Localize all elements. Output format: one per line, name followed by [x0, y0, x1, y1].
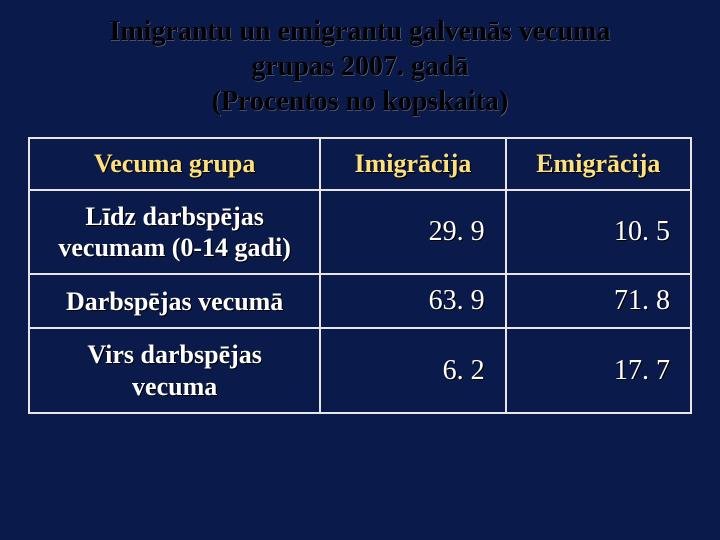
age-group-table: Vecuma grupa Imigrācija Emigrācija Līdz …	[28, 137, 692, 414]
slide: Imigrantu un emigrantu galvenās vecuma g…	[0, 0, 720, 540]
row-immigration-value: 63. 9	[320, 274, 505, 328]
row-emigration-value: 10. 5	[506, 190, 691, 274]
table-header-row: Vecuma grupa Imigrācija Emigrācija	[29, 138, 691, 190]
table-row: Virs darbspējas vecuma 6. 2 17. 7	[29, 328, 691, 412]
table-row: Darbspējas vecumā 63. 9 71. 8	[29, 274, 691, 328]
row-immigration-value: 29. 9	[320, 190, 505, 274]
col-header-immigration: Imigrācija	[320, 138, 505, 190]
slide-title: Imigrantu un emigrantu galvenās vecuma g…	[28, 14, 692, 119]
row-emigration-value: 17. 7	[506, 328, 691, 412]
row-emigration-value: 71. 8	[506, 274, 691, 328]
row-label: Līdz darbspējas vecumam (0-14 gadi)	[29, 190, 320, 274]
row-label: Virs darbspējas vecuma	[29, 328, 320, 412]
col-header-emigration: Emigrācija	[506, 138, 691, 190]
title-line-1: Imigrantu un emigrantu galvenās vecuma	[110, 16, 611, 47]
col-header-age-group: Vecuma grupa	[29, 138, 320, 190]
title-line-3: (Procentos no kopskaita)	[212, 86, 509, 117]
row-immigration-value: 6. 2	[320, 328, 505, 412]
table-row: Līdz darbspējas vecumam (0-14 gadi) 29. …	[29, 190, 691, 274]
row-label: Darbspējas vecumā	[29, 274, 320, 328]
title-line-2: grupas 2007. gadā	[251, 51, 468, 82]
